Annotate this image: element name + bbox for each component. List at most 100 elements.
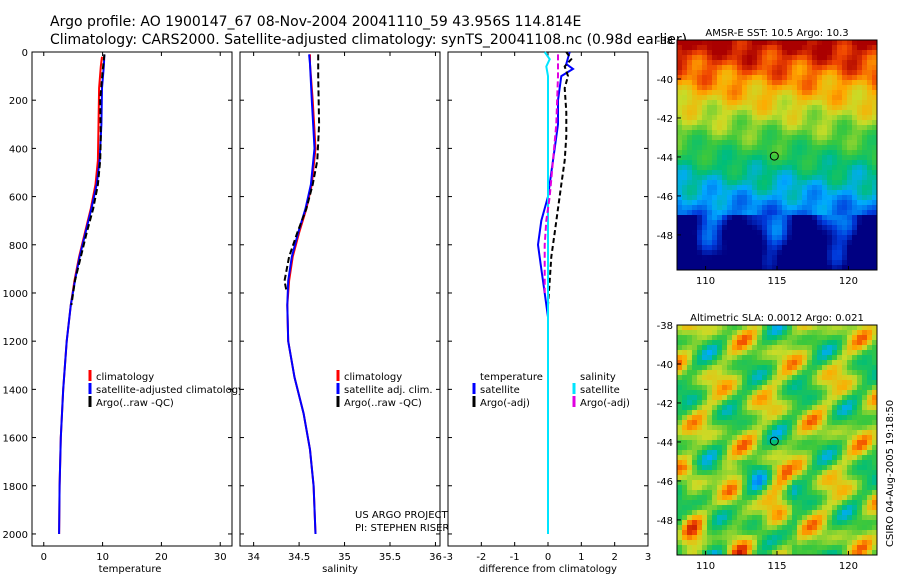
heatmap-cell: [852, 70, 858, 76]
heatmap-cell: [787, 400, 793, 406]
heatmap-cell: [817, 455, 823, 461]
heatmap-cell: [812, 495, 818, 501]
heatmap-cell: [687, 65, 693, 71]
heatmap-cell: [762, 515, 768, 521]
heatmap-cell: [772, 70, 778, 76]
heatmap-cell: [782, 70, 788, 76]
heatmap-cell: [807, 545, 813, 551]
heatmap-cell: [697, 160, 703, 166]
heatmap-cell: [822, 400, 828, 406]
heatmap-cell: [832, 440, 838, 446]
x-tick-label: 20: [155, 552, 168, 563]
heatmap-cell: [837, 140, 843, 146]
heatmap-cell: [692, 500, 698, 506]
heatmap-cell: [852, 120, 858, 126]
heatmap-cell: [867, 260, 873, 266]
heatmap-cell: [737, 75, 743, 81]
heatmap-cell: [747, 95, 753, 101]
heatmap-cell: [762, 335, 768, 341]
heatmap-cell: [817, 355, 823, 361]
heatmap-cell: [752, 355, 758, 361]
heatmap-cell: [677, 370, 683, 376]
heatmap-cell: [872, 480, 878, 486]
heatmap-cell: [737, 80, 743, 86]
heatmap-cell: [777, 245, 783, 251]
heatmap-cell: [722, 345, 728, 351]
heatmap-cell: [757, 475, 763, 481]
heatmap-cell: [842, 265, 848, 271]
heatmap-cell: [782, 345, 788, 351]
heatmap-cell: [872, 550, 878, 556]
heatmap-cell: [817, 225, 823, 231]
heatmap-cell: [842, 185, 848, 191]
heatmap-cell: [727, 245, 733, 251]
heatmap-cell: [792, 525, 798, 531]
heatmap-cell: [717, 130, 723, 136]
heatmap-cell: [702, 500, 708, 506]
heatmap-cell: [737, 505, 743, 511]
heatmap-cell: [707, 400, 713, 406]
heatmap-cell: [777, 415, 783, 421]
heatmap-cell: [727, 430, 733, 436]
heatmap-cell: [682, 145, 688, 151]
heatmap-cell: [772, 550, 778, 556]
heatmap-cell: [852, 475, 858, 481]
heatmap-cell: [757, 365, 763, 371]
heatmap-cell: [852, 200, 858, 206]
heatmap-cell: [687, 105, 693, 111]
heatmap-cell: [797, 230, 803, 236]
x-tick-label: 0: [545, 552, 551, 563]
heatmap-cell: [762, 135, 768, 141]
heatmap-cell: [797, 55, 803, 61]
heatmap-cell: [722, 265, 728, 271]
heatmap-cell: [847, 385, 853, 391]
heatmap-cell: [777, 55, 783, 61]
heatmap-cell: [862, 55, 868, 61]
heatmap-cell: [687, 210, 693, 216]
heatmap-cell: [702, 380, 708, 386]
heatmap-cell: [832, 115, 838, 121]
heatmap-cell: [737, 485, 743, 491]
heatmap-cell: [707, 455, 713, 461]
heatmap-cell: [872, 125, 878, 131]
heatmap-cell: [842, 235, 848, 241]
heatmap-cell: [747, 410, 753, 416]
heatmap-cell: [817, 245, 823, 251]
heatmap-cell: [862, 360, 868, 366]
heatmap-cell: [787, 455, 793, 461]
heatmap-cell: [742, 450, 748, 456]
heatmap-cell: [797, 75, 803, 81]
heatmap-cell: [682, 140, 688, 146]
heatmap-cell: [797, 255, 803, 261]
heatmap-cell: [702, 465, 708, 471]
heatmap-cell: [867, 190, 873, 196]
heatmap-cell: [702, 550, 708, 556]
heatmap-cell: [872, 380, 878, 386]
heatmap-cell: [697, 385, 703, 391]
heatmap-cell: [702, 330, 708, 336]
heatmap-cell: [872, 195, 878, 201]
heatmap-cell: [847, 125, 853, 131]
heatmap-cell: [717, 215, 723, 221]
heatmap-cell: [767, 165, 773, 171]
heatmap-cell: [722, 440, 728, 446]
heatmap-cell: [862, 475, 868, 481]
heatmap-cell: [727, 440, 733, 446]
heatmap-cell: [732, 415, 738, 421]
heatmap-cell: [752, 505, 758, 511]
heatmap-cell: [707, 375, 713, 381]
heatmap-cell: [777, 395, 783, 401]
heatmap-cell: [742, 70, 748, 76]
heatmap-cell: [822, 360, 828, 366]
heatmap-cell: [752, 45, 758, 51]
heatmap-cell: [762, 440, 768, 446]
heatmap-cell: [677, 465, 683, 471]
heatmap-cell: [812, 355, 818, 361]
heatmap-cell: [707, 335, 713, 341]
heatmap-cell: [782, 415, 788, 421]
heatmap-cell: [867, 550, 873, 556]
heatmap-cell: [777, 550, 783, 556]
heatmap-cell: [712, 545, 718, 551]
heatmap-cell: [712, 60, 718, 66]
heatmap-cell: [722, 520, 728, 526]
